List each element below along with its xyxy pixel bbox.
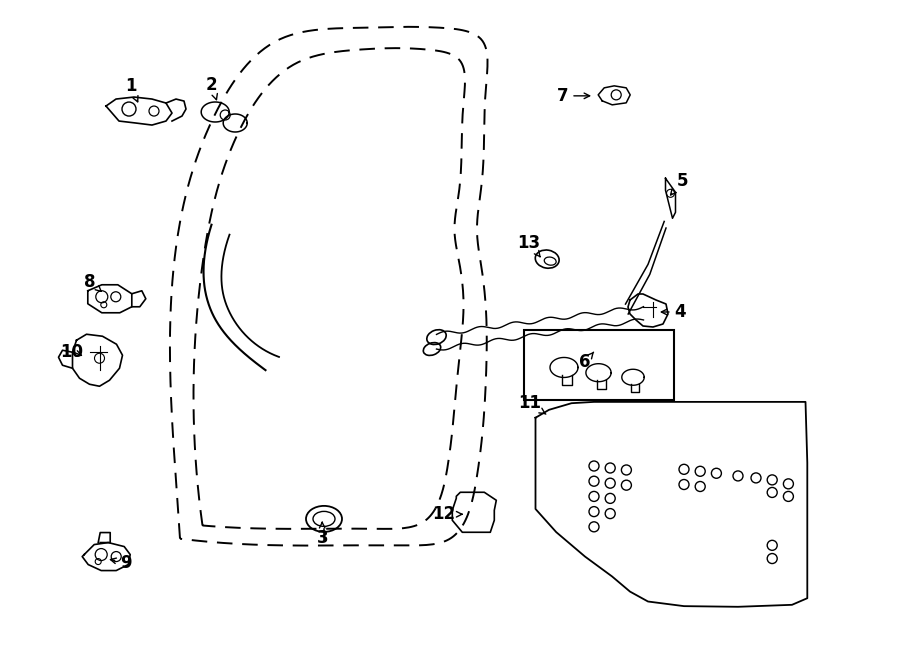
Text: 13: 13 [518,233,541,257]
Text: 7: 7 [557,87,590,105]
Text: 5: 5 [670,172,688,195]
Text: 4: 4 [662,303,686,321]
Text: 6: 6 [580,352,594,371]
Text: 1: 1 [125,77,138,102]
Bar [524,330,674,400]
Text: 9: 9 [111,554,131,572]
Text: 12: 12 [432,505,462,524]
Text: 8: 8 [85,272,101,292]
Text: 10: 10 [60,342,84,361]
Text: 2: 2 [206,75,218,100]
Text: 3: 3 [317,522,328,547]
Text: 11: 11 [518,394,545,414]
